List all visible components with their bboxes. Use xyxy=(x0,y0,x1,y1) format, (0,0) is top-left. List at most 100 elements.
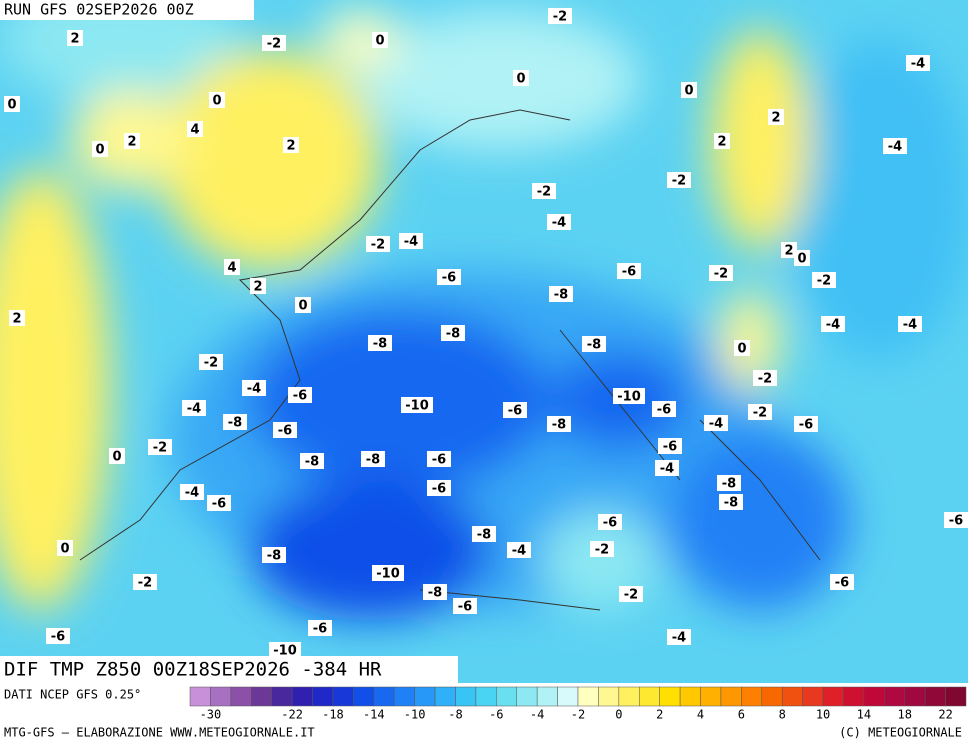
contour-label-box xyxy=(209,92,225,108)
color-bar-label: 0 xyxy=(615,708,622,722)
contour-label-box xyxy=(423,584,447,600)
contour-label: -6 xyxy=(663,440,677,455)
contour-label: 2 xyxy=(286,139,295,154)
color-swatch xyxy=(843,686,865,707)
contour-label: -8 xyxy=(305,455,319,470)
contour-label: -10 xyxy=(273,644,297,659)
color-bar-label: 22 xyxy=(938,708,952,722)
contour-label: -10 xyxy=(617,390,641,405)
contour-label-box xyxy=(250,278,266,294)
contour-label: -4 xyxy=(512,544,526,559)
contour-label-box xyxy=(453,598,477,614)
contour-label-box xyxy=(548,8,572,24)
contour-label: -10 xyxy=(405,399,429,414)
contour-label-box xyxy=(9,310,25,326)
contour-label: 2 xyxy=(253,280,262,295)
contour-label-box xyxy=(283,137,299,153)
color-swatch xyxy=(536,686,558,707)
color-bar-label: -4 xyxy=(530,708,544,722)
color-swatch xyxy=(230,686,252,707)
contour-label: -2 xyxy=(153,441,167,456)
color-swatch xyxy=(434,686,456,707)
contour-label-box xyxy=(109,448,125,464)
contour-label: -6 xyxy=(949,514,963,529)
contour-label-box xyxy=(46,628,70,644)
contour-label: -6 xyxy=(835,576,849,591)
coastlines xyxy=(79,109,821,611)
color-swatch xyxy=(557,686,579,707)
contour-label: 0 xyxy=(112,450,121,465)
contour-label-box xyxy=(148,439,172,455)
contour-label-box xyxy=(4,96,20,112)
color-swatch xyxy=(781,686,803,707)
contour-label-box xyxy=(401,397,433,413)
contour-label-box xyxy=(427,480,451,496)
color-swatch xyxy=(455,686,477,707)
contour-label-box xyxy=(667,172,691,188)
color-bar-label: 10 xyxy=(816,708,830,722)
color-swatch xyxy=(189,686,211,707)
contour-label: -2 xyxy=(138,576,152,591)
contour-label: -8 xyxy=(477,528,491,543)
contour-label: -2 xyxy=(714,267,728,282)
contour-label-box xyxy=(704,415,728,431)
contour-label: -8 xyxy=(724,496,738,511)
contour-label: 2 xyxy=(70,32,79,47)
contour-label: -4 xyxy=(709,417,723,432)
contour-label: -2 xyxy=(758,372,772,387)
contour-label-box xyxy=(513,70,529,86)
color-bar-label: -8 xyxy=(448,708,462,722)
color-swatch xyxy=(353,686,375,707)
run-box xyxy=(0,0,254,20)
color-swatch xyxy=(700,686,722,707)
color-swatch xyxy=(884,686,905,707)
contour-label: 2 xyxy=(717,135,726,150)
contour-label-box xyxy=(507,542,531,558)
contour-label-box xyxy=(709,265,733,281)
credit-label: MTG-GFS — ELABORAZIONE WWW.METEOGIORNALE… xyxy=(4,726,315,740)
contour-label: -8 xyxy=(722,477,736,492)
contour-label: 2 xyxy=(771,111,780,126)
contour-label: 0 xyxy=(298,299,307,314)
contour-label: 0 xyxy=(797,252,806,267)
contour-label-box xyxy=(781,242,797,258)
color-swatch xyxy=(924,686,946,707)
contour-label-box xyxy=(92,141,108,157)
contour-label: -2 xyxy=(595,543,609,558)
contour-label-box xyxy=(361,451,385,467)
contour-label-box xyxy=(242,380,266,396)
contour-label-box xyxy=(288,387,312,403)
contour-label-box xyxy=(617,263,641,279)
run-label: RUN GFS 02SEP2026 00Z xyxy=(4,1,194,19)
contour-label-box xyxy=(547,416,571,432)
contour-label-box xyxy=(295,297,311,313)
contour-label: -2 xyxy=(753,406,767,421)
color-swatch xyxy=(618,686,640,707)
contour-label: 0 xyxy=(7,98,16,113)
contour-label-box xyxy=(717,475,741,491)
contour-label-box xyxy=(830,574,854,590)
contour-label-box xyxy=(532,183,556,199)
contour-label: 2 xyxy=(784,244,793,259)
contour-label: -6 xyxy=(293,389,307,404)
color-swatch xyxy=(414,686,436,707)
contour-label: -4 xyxy=(911,57,925,72)
contour-label: -2 xyxy=(537,185,551,200)
contour-label-box xyxy=(223,414,247,430)
contour-label-box xyxy=(262,35,286,51)
color-bar-label: -30 xyxy=(200,708,222,722)
contour-label-box xyxy=(224,259,240,275)
contour-label: -6 xyxy=(442,271,456,286)
contour-label-box xyxy=(199,354,223,370)
contour-label-box xyxy=(619,586,643,602)
contour-label: 0 xyxy=(737,342,746,357)
color-bar-label: -2 xyxy=(571,708,585,722)
color-swatch xyxy=(496,686,517,707)
color-bar-label: -6 xyxy=(489,708,503,722)
contour-label: -8 xyxy=(373,337,387,352)
contour-label-box xyxy=(753,370,777,386)
contour-label-box xyxy=(503,402,527,418)
color-bar-label: 8 xyxy=(779,708,786,722)
contour-label: -4 xyxy=(888,140,902,155)
